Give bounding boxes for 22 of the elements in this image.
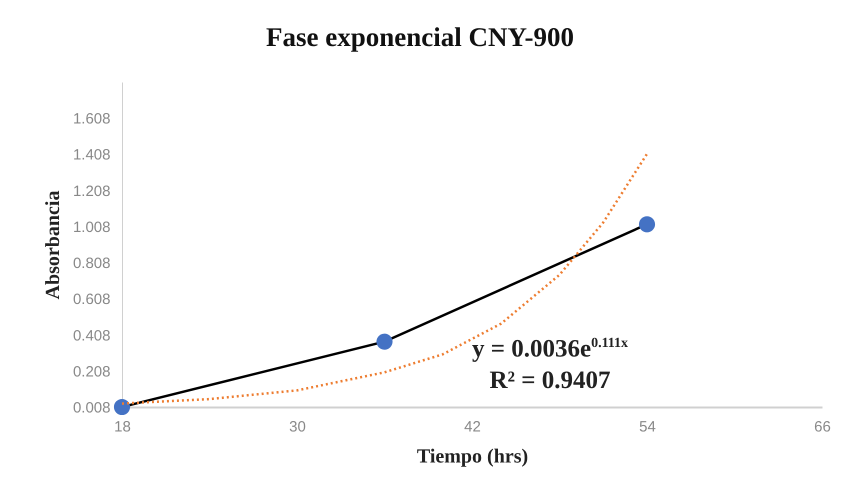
chart-title: Fase exponencial CNY-900 [266,22,574,52]
point [376,334,393,350]
y-tick-label: 0.408 [72,327,110,344]
y-tick-label: 0.208 [72,363,110,380]
x-axis-title: Tiempo (hrs) [416,446,528,468]
y-tick-label: 1.408 [72,146,110,164]
point [638,216,656,232]
y-tick-label: 1.008 [72,218,110,236]
y-tick-label: 0.008 [72,400,110,416]
x-tick-label: 30 [289,418,306,436]
x-tick-label: 66 [814,418,831,436]
y-axis-title: Absorbancia [42,190,64,300]
y-tick-label: 1.608 [72,110,110,128]
annotation: R² = 0.9407 [488,366,612,396]
x-tick-label: 18 [114,418,131,436]
x-tick-label: 42 [464,418,481,436]
y-tick-label: 0.808 [72,255,110,272]
annotation: y = 0.0036e$^{0.111x}$ [470,334,630,364]
x-tick-label: 54 [639,418,656,436]
point [114,398,130,416]
y-tick-label: 0.608 [72,291,110,308]
y-tick-label: 1.208 [72,182,110,200]
